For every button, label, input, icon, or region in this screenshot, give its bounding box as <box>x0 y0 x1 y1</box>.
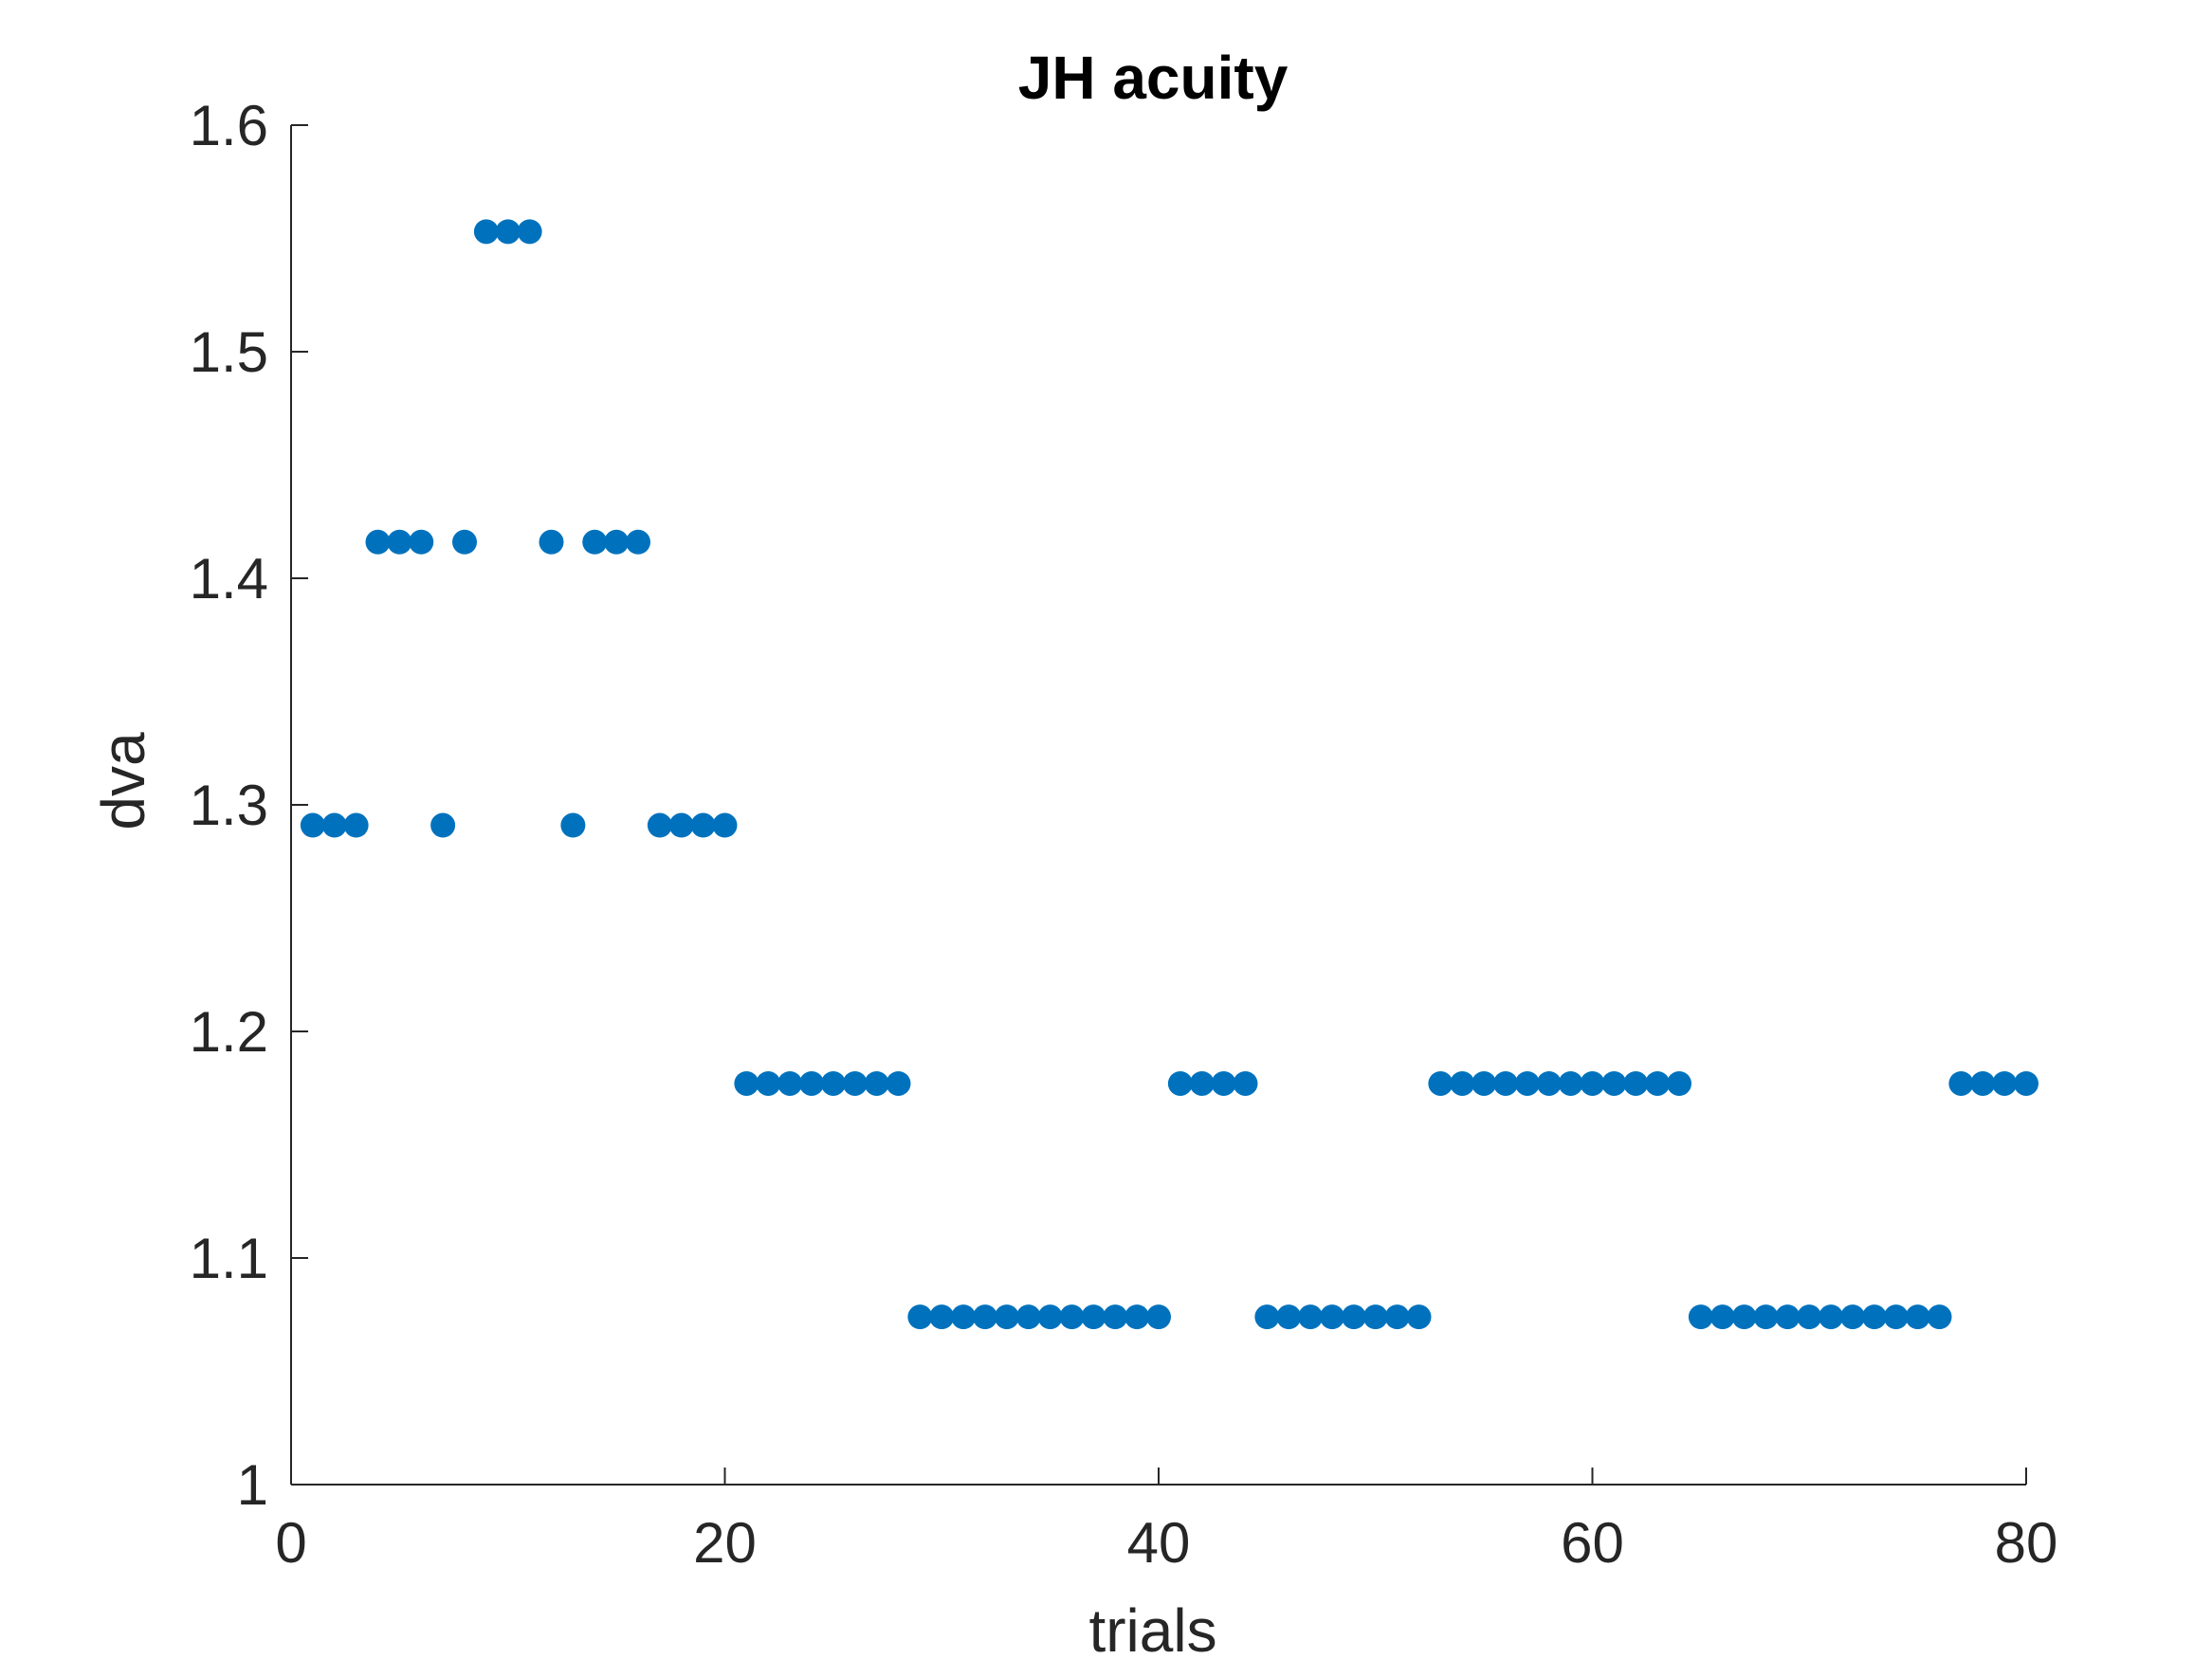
scatter-point <box>1384 1304 1410 1330</box>
scatter-point <box>907 1304 933 1330</box>
scatter-point <box>1081 1304 1106 1330</box>
scatter-point <box>690 812 716 838</box>
scatter-point <box>365 529 391 555</box>
scatter-point <box>951 1304 977 1330</box>
scatter-point <box>343 812 369 838</box>
scatter-point <box>1819 1304 1844 1330</box>
scatter-point <box>1580 1070 1605 1096</box>
scatter-point <box>973 1304 997 1330</box>
y-tick-label: 1.2 <box>190 1000 268 1064</box>
x-tick-label: 40 <box>1127 1511 1191 1575</box>
scatter-point <box>1406 1304 1432 1330</box>
scatter-point <box>864 1070 889 1096</box>
x-tick-label: 60 <box>1561 1511 1624 1575</box>
scatter-point <box>1688 1304 1713 1330</box>
scatter-point <box>430 812 456 838</box>
scatter-point <box>1731 1304 1757 1330</box>
y-axis-label: dva <box>89 732 157 830</box>
scatter-point <box>820 1070 846 1096</box>
scatter-point <box>1861 1304 1887 1330</box>
y-tick-label: 1.6 <box>190 94 268 157</box>
scatter-point <box>734 1070 759 1096</box>
scatter-point <box>1450 1070 1475 1096</box>
y-tick-label: 1.4 <box>190 547 268 611</box>
scatter-point <box>1753 1304 1779 1330</box>
scatter-point <box>1298 1304 1324 1330</box>
scatter-point <box>1276 1304 1302 1330</box>
scatter-point <box>1493 1070 1518 1096</box>
scatter-point <box>1472 1070 1497 1096</box>
axes: 0 20 40 60 80 1 1.1 1.2 1.3 1.4 1.5 1.6 <box>190 94 2058 1575</box>
scatter-point <box>321 812 347 838</box>
scatter-point <box>756 1070 781 1096</box>
scatter-point <box>647 812 672 838</box>
scatter-point <box>582 529 608 555</box>
scatter-point <box>1948 1070 1974 1096</box>
scatter-point <box>300 812 325 838</box>
scatter-point <box>2014 1070 2038 1096</box>
scatter-point <box>473 219 499 245</box>
scatter-point <box>1667 1070 1691 1096</box>
scatter-point <box>1167 1070 1193 1096</box>
scatter-point <box>842 1070 868 1096</box>
scatter-point <box>668 812 694 838</box>
scatter-point <box>1211 1070 1236 1096</box>
scatter-point <box>1645 1070 1671 1096</box>
scatter-point <box>1015 1304 1041 1330</box>
y-tick-label: 1.1 <box>190 1227 268 1290</box>
x-tick-label: 0 <box>275 1511 306 1575</box>
scatter-point <box>1709 1304 1735 1330</box>
chart-title: JH acuity <box>1018 44 1289 112</box>
scatter-point <box>1797 1304 1822 1330</box>
scatter-point <box>1428 1070 1453 1096</box>
scatter-point <box>929 1304 955 1330</box>
scatter-point <box>626 529 650 555</box>
scatter-point <box>886 1070 911 1096</box>
scatter-point <box>1146 1304 1171 1330</box>
scatter-point <box>1883 1304 1909 1330</box>
scatter-point <box>452 529 477 555</box>
scatter-point <box>1536 1070 1562 1096</box>
scatter-point <box>539 529 564 555</box>
scatter-point <box>1059 1304 1085 1330</box>
scatter-point <box>604 529 630 555</box>
scatter-point <box>799 1070 824 1096</box>
scatter-point <box>777 1070 803 1096</box>
scatter-point <box>560 812 586 838</box>
x-axis-label: trials <box>1088 1596 1216 1659</box>
y-tick-label: 1 <box>237 1453 268 1517</box>
scatter-point <box>1840 1304 1865 1330</box>
scatter-point <box>994 1304 1019 1330</box>
y-tick-label: 1.5 <box>190 320 268 384</box>
scatter-point <box>1970 1070 1996 1096</box>
scatter-point <box>1124 1304 1150 1330</box>
scatter-point <box>1905 1304 1930 1330</box>
x-tick-label: 20 <box>693 1511 757 1575</box>
scatter-point <box>495 219 521 245</box>
scatter-points <box>300 219 2038 1330</box>
scatter-point <box>1927 1304 1952 1330</box>
scatter-point <box>1037 1304 1063 1330</box>
scatter-point <box>1254 1304 1280 1330</box>
scatter-point <box>1514 1070 1540 1096</box>
scatter-point <box>517 219 542 245</box>
scatter-point <box>1992 1070 2018 1096</box>
scatter-point <box>1362 1304 1388 1330</box>
scatter-point <box>409 529 434 555</box>
scatter-point <box>1623 1070 1649 1096</box>
y-tick-label: 1.3 <box>190 774 268 837</box>
x-tick-label: 80 <box>1995 1511 2058 1575</box>
scatter-point <box>1341 1304 1366 1330</box>
scatter-point <box>1103 1304 1128 1330</box>
scatter-point <box>1775 1304 1801 1330</box>
scatter-point <box>712 812 738 838</box>
scatter-point <box>1189 1070 1215 1096</box>
scatter-point <box>1558 1070 1583 1096</box>
scatter-point <box>387 529 412 555</box>
scatter-point <box>1601 1070 1627 1096</box>
scatter-point <box>1320 1304 1344 1330</box>
scatter-point <box>1233 1070 1258 1096</box>
